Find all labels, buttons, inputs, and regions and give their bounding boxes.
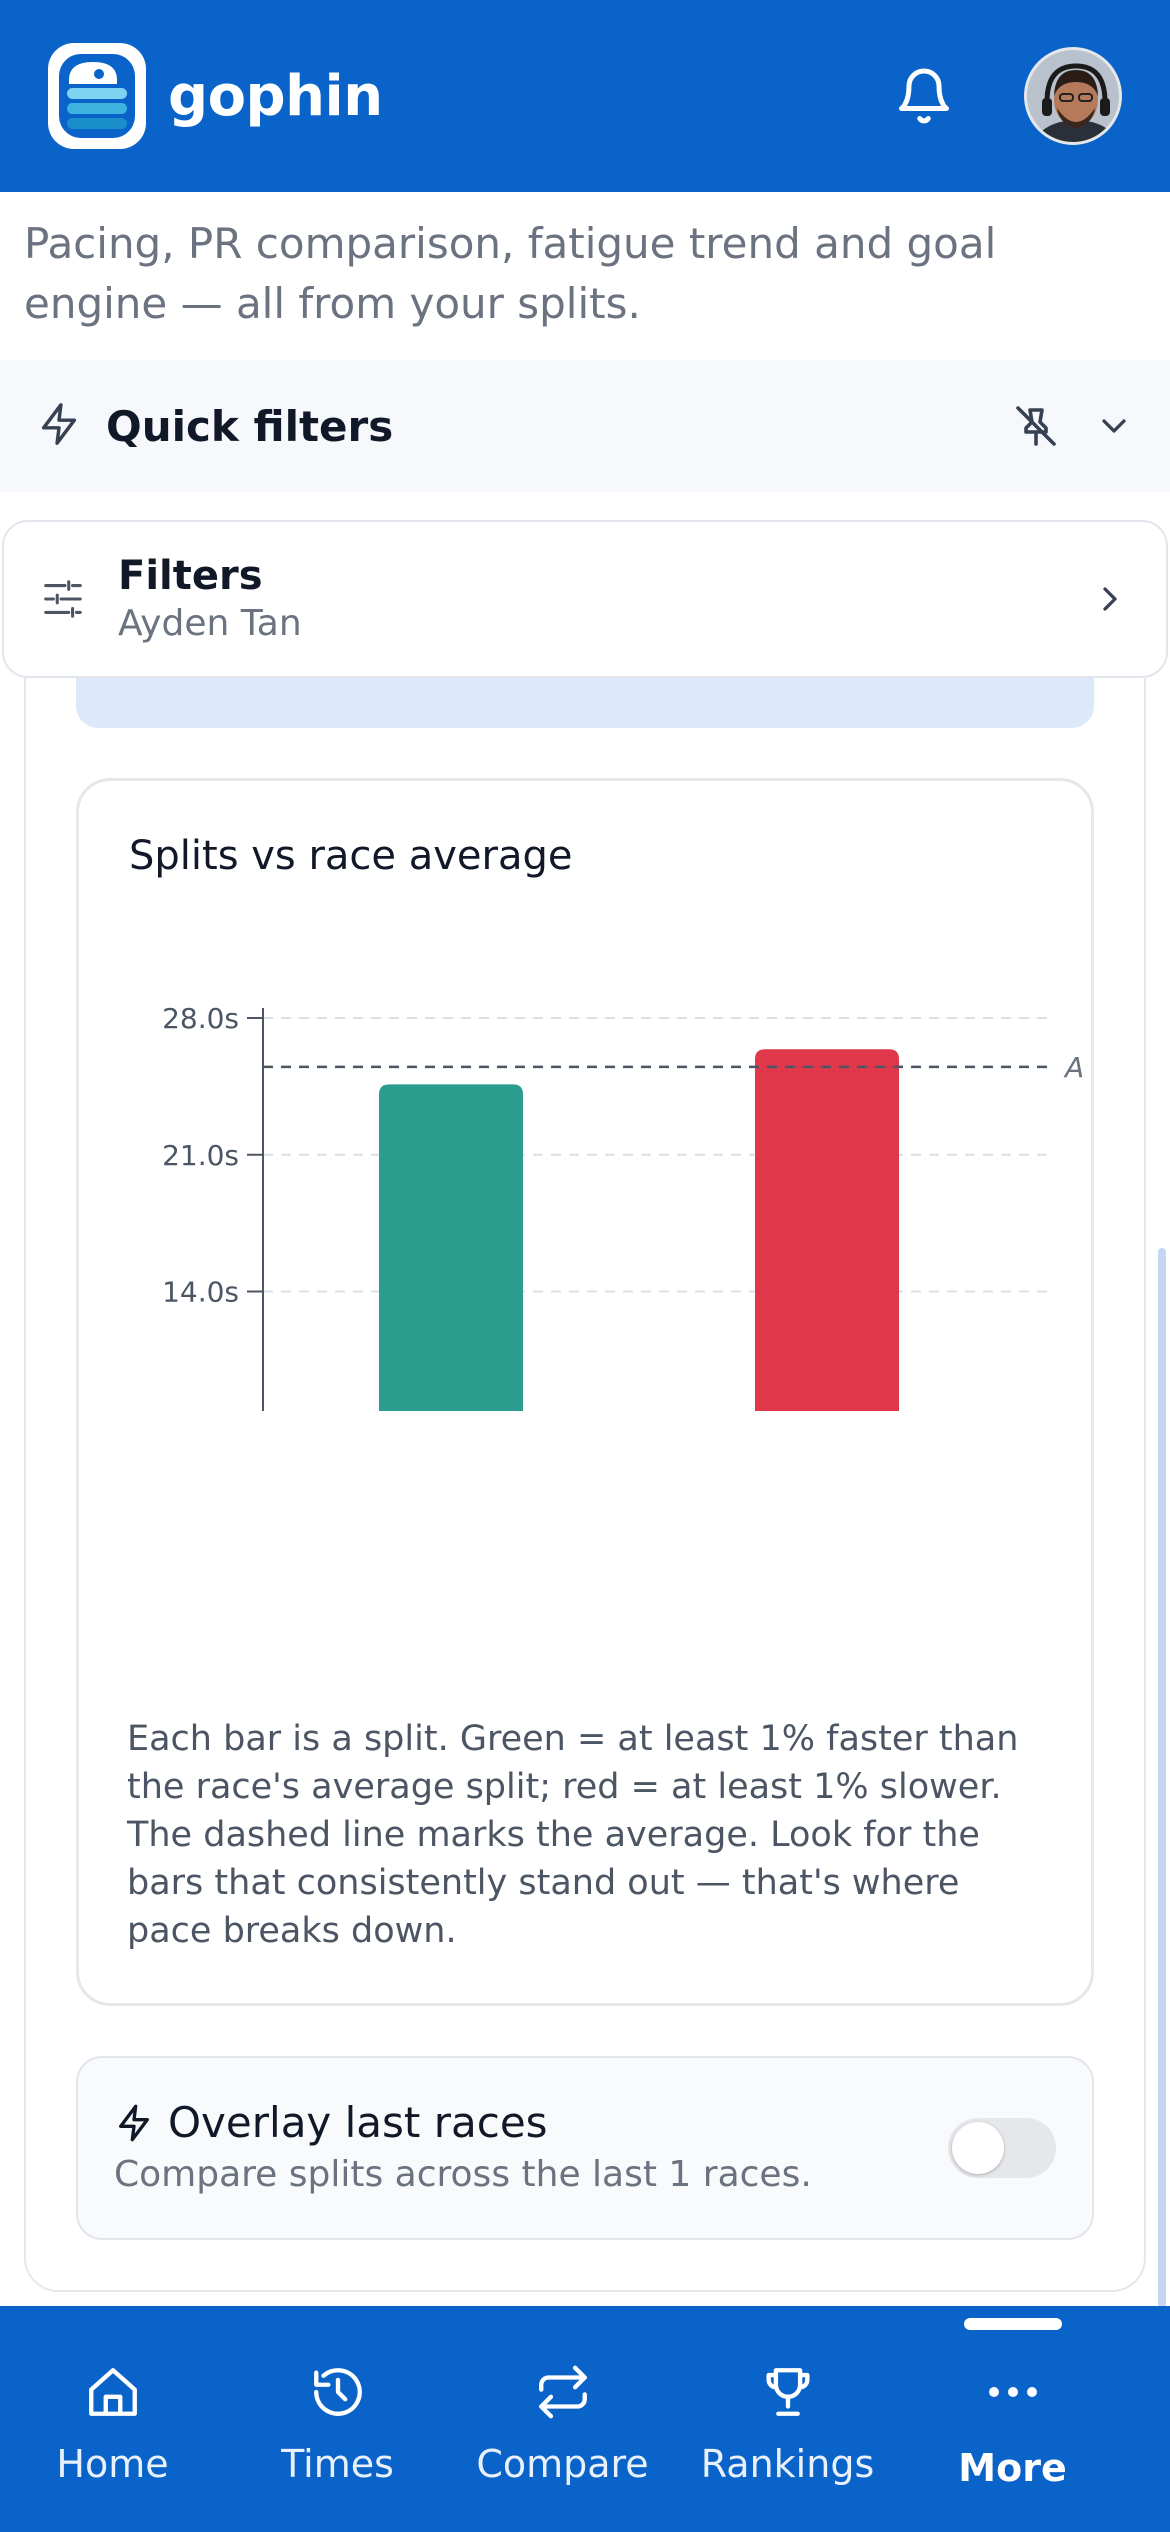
nav-label-compare: Compare xyxy=(476,2442,649,2486)
bottom-nav: Home Times Compare xyxy=(0,2306,1170,2532)
overlay-toggle[interactable] xyxy=(948,2118,1056,2178)
nav-item-times[interactable]: Times xyxy=(225,2306,450,2532)
app-header: gophin xyxy=(0,0,1170,192)
average-label: A xyxy=(1063,1051,1084,1084)
gopher-logo-icon[interactable] xyxy=(48,43,146,149)
splits-chart-card: Splits vs race average 0.0s7.0s14.0s21.0… xyxy=(76,778,1094,2006)
overlay-last-races-card: Overlay last races Compare splits across… xyxy=(76,2056,1094,2240)
home-icon xyxy=(81,2360,145,2424)
chevron-down-icon[interactable] xyxy=(1094,406,1134,446)
overlay-subtitle: Compare splits across the last 1 races. xyxy=(114,2154,812,2195)
nav-label-times: Times xyxy=(281,2442,394,2486)
nav-item-more[interactable]: More xyxy=(900,2306,1125,2532)
more-dots-icon xyxy=(981,2360,1045,2424)
scrollbar[interactable] xyxy=(1158,1248,1166,2308)
nav-label-rankings: Rankings xyxy=(700,2442,875,2486)
trophy-icon xyxy=(756,2360,820,2424)
nav-item-compare[interactable]: Compare xyxy=(450,2306,675,2532)
toggle-knob xyxy=(952,2122,1004,2174)
chevron-right-icon[interactable] xyxy=(1090,579,1130,619)
quick-filters-title: Quick filters xyxy=(106,401,394,451)
bell-icon[interactable] xyxy=(884,56,964,136)
lightning-icon xyxy=(114,2103,154,2143)
unpin-icon[interactable] xyxy=(1012,402,1060,450)
chart-title: Splits vs race average xyxy=(129,833,573,879)
y-tick-label: 14.0s xyxy=(162,1276,239,1309)
filters-title: Filters xyxy=(118,553,263,599)
repeat-icon xyxy=(531,2360,595,2424)
sliders-icon xyxy=(40,576,86,622)
app-name: gophin xyxy=(168,63,383,129)
chart-description: Each bar is a split. Green = at least 1%… xyxy=(127,1719,1019,1951)
avatar[interactable] xyxy=(1024,47,1122,145)
active-indicator xyxy=(963,2318,1062,2330)
overlay-title: Overlay last races xyxy=(168,2098,548,2147)
y-tick-label: 21.0s xyxy=(162,1139,239,1172)
bar-split-1 xyxy=(379,1084,523,1411)
quick-filters-bar[interactable]: Quick filters xyxy=(0,360,1170,492)
nav-label-home: Home xyxy=(56,2442,169,2486)
y-tick-label: 28.0s xyxy=(162,1002,239,1035)
filters-card[interactable]: Filters Ayden Tan xyxy=(2,520,1168,678)
filters-athlete: Ayden Tan xyxy=(118,603,302,644)
nav-item-rankings[interactable]: Rankings xyxy=(675,2306,900,2532)
nav-label-more: More xyxy=(958,2446,1067,2490)
bar-split-2 xyxy=(755,1049,899,1411)
nav-item-home[interactable]: Home xyxy=(0,2306,225,2532)
page-intro: Pacing, PR comparison, fatigue trend and… xyxy=(24,219,997,328)
history-icon xyxy=(306,2360,370,2424)
lightning-icon xyxy=(36,401,82,451)
info-banner xyxy=(76,678,1094,728)
